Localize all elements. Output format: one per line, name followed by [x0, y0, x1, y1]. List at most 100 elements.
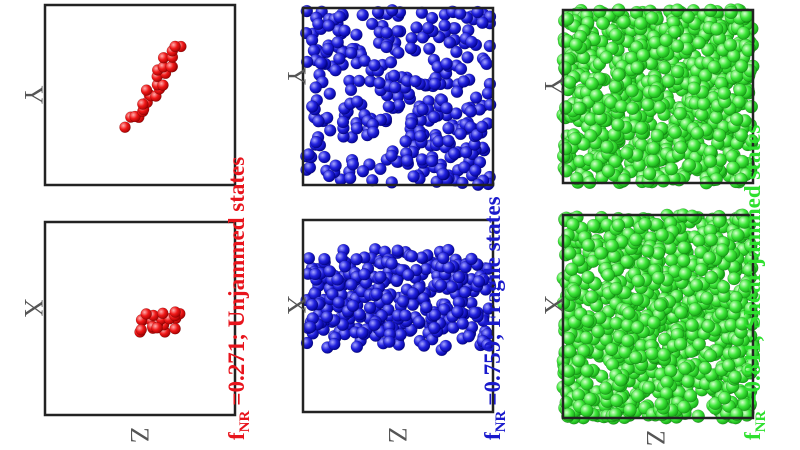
particle — [437, 251, 450, 265]
particle — [707, 60, 721, 74]
particle — [622, 306, 636, 320]
particle — [414, 130, 427, 143]
particle — [417, 339, 431, 352]
particle — [151, 322, 163, 334]
particle — [428, 308, 442, 322]
particle — [332, 296, 345, 309]
particle — [305, 33, 319, 47]
particle — [681, 374, 695, 389]
particle — [442, 122, 455, 135]
particle — [356, 8, 369, 22]
caption-subscript: NR — [237, 410, 253, 432]
caption: fNR =0.759; Fragile states — [480, 196, 509, 440]
particle — [640, 244, 655, 258]
particle — [685, 318, 699, 333]
particle — [346, 158, 360, 171]
particle — [580, 314, 595, 328]
particle — [731, 228, 745, 242]
particle — [712, 128, 727, 142]
particle — [401, 154, 414, 167]
particle — [599, 50, 614, 65]
particle — [591, 324, 605, 339]
particle — [614, 99, 629, 114]
particle — [659, 33, 673, 47]
particle — [728, 299, 743, 314]
particle — [350, 95, 364, 108]
particle — [580, 363, 594, 378]
particle — [645, 346, 659, 361]
particle — [628, 350, 643, 365]
particle — [730, 112, 744, 126]
particle — [630, 60, 644, 75]
particle — [392, 46, 405, 60]
y-axis-label: Y — [19, 86, 48, 105]
particle — [581, 238, 596, 252]
particle — [733, 83, 747, 97]
particle — [673, 106, 687, 121]
particle — [458, 285, 472, 299]
particle — [702, 251, 717, 265]
particle — [558, 61, 572, 75]
particle — [656, 174, 671, 188]
z-axis-label: Z — [641, 430, 670, 446]
particle — [399, 135, 412, 148]
particle — [741, 363, 755, 377]
particle — [366, 174, 379, 187]
particle — [416, 31, 430, 44]
particle — [453, 7, 467, 20]
particle — [135, 323, 147, 336]
particle — [727, 345, 742, 360]
particle — [580, 403, 594, 418]
particle — [391, 244, 404, 257]
particle — [464, 105, 478, 118]
particle — [704, 270, 719, 285]
particle — [613, 373, 628, 387]
particle — [416, 103, 429, 116]
particle — [605, 239, 619, 253]
frame — [301, 6, 495, 187]
particle — [600, 140, 614, 154]
particle — [314, 56, 327, 70]
particle — [352, 74, 366, 88]
particle — [350, 122, 364, 135]
particle — [589, 88, 604, 103]
particle — [323, 87, 337, 100]
particle — [678, 361, 692, 376]
particle — [703, 348, 718, 363]
particle — [331, 36, 344, 49]
particle — [674, 305, 688, 320]
particle — [592, 4, 607, 19]
particle — [346, 299, 360, 312]
caption-text: =0.271; Unjammed states — [224, 157, 249, 406]
particle — [564, 262, 579, 276]
particle — [312, 114, 325, 128]
particle — [687, 138, 701, 153]
particle — [589, 158, 604, 173]
particle — [326, 287, 339, 301]
particle — [338, 260, 352, 273]
particle — [667, 24, 682, 39]
caption: fNR =0.811; Shear jammed states — [740, 125, 769, 440]
z-axis-label: Z — [383, 427, 412, 443]
particle — [472, 275, 486, 288]
particle — [459, 146, 473, 159]
particle — [350, 340, 364, 354]
caption-subscript: NR — [753, 410, 769, 432]
particle — [631, 274, 645, 288]
particle — [727, 271, 741, 286]
particle — [646, 141, 661, 155]
particle — [630, 320, 645, 335]
particle — [726, 160, 740, 175]
particle — [402, 268, 415, 282]
particle — [688, 302, 702, 316]
particle — [303, 161, 317, 174]
particle — [581, 270, 595, 284]
particle — [664, 161, 679, 176]
particle — [617, 173, 631, 187]
particle — [677, 400, 691, 414]
particle — [318, 252, 331, 266]
particle — [709, 110, 723, 124]
particle — [601, 164, 616, 178]
particle — [598, 381, 613, 395]
